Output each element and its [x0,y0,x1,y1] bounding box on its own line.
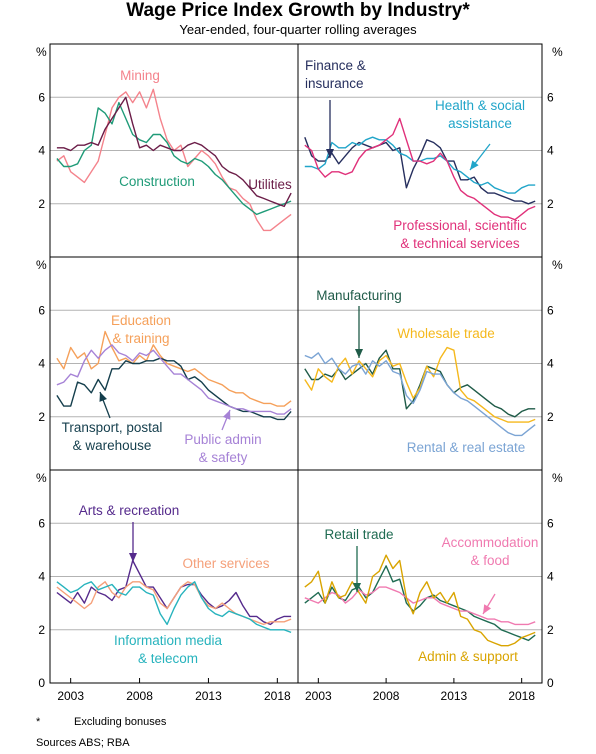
series-line [56,101,292,216]
annotation-arrowhead [99,392,107,402]
y-tick-label: 4 [547,144,554,158]
series-annotation: Retail trade [324,527,393,542]
annotation-arrowhead [470,160,479,170]
series-annotation: Professional, scientific [393,218,527,233]
y-tick-label: 6 [38,90,45,104]
annotation-arrowhead [129,553,137,562]
y-tick-label: 2 [38,197,45,211]
y-tick-label: 4 [547,357,554,371]
series-line [304,136,536,194]
chart-title: Wage Price Index Growth by Industry* [126,0,470,21]
annotation-arrowhead [326,149,334,158]
y-tick-label: 6 [547,303,554,317]
series-annotation: & training [112,331,169,346]
series-line [304,586,536,626]
series-annotation: insurance [305,76,364,91]
series-annotation: & technical services [400,236,520,251]
y-unit-label: % [552,258,563,272]
y-tick-label: 6 [38,516,45,530]
series-annotation: Public admin [184,432,261,447]
series-line [56,344,292,415]
annotation-arrowhead [483,604,492,614]
series-annotation: Health & social [435,98,525,113]
series-annotation: & food [470,553,509,568]
series-annotation: Arts & recreation [79,503,180,518]
series-annotation: Construction [119,174,195,189]
y-tick-label: 0 [547,676,554,690]
x-tick-label: 2003 [57,689,84,703]
series-line [56,88,292,232]
y-tick-label: 2 [547,197,554,211]
series-line [304,349,536,418]
y-tick-label: 2 [38,623,45,637]
series-annotation: Information media [114,633,223,648]
y-tick-label: 0 [38,676,45,690]
series-annotation: Utilities [248,177,292,192]
series-annotation: Finance & [305,58,366,73]
footnote: * Excluding bonuses [36,716,166,728]
y-tick-label: 6 [547,516,554,530]
y-tick-label: 2 [547,410,554,424]
x-tick-label: 2013 [195,689,222,703]
y-tick-label: 2 [547,623,554,637]
y-unit-label: % [552,471,563,485]
series-line [304,352,536,437]
y-tick-label: 6 [38,303,45,317]
series-line [304,136,536,205]
series-line [56,357,292,421]
y-unit-label: % [36,471,47,485]
x-tick-label: 2008 [126,689,153,703]
x-tick-label: 2003 [305,689,332,703]
y-unit-label: % [552,45,563,59]
y-tick-label: 2 [38,410,45,424]
series-line [56,330,292,407]
sources-note: Sources ABS; RBA [36,737,130,749]
series-line [304,117,536,221]
series-annotation: assistance [448,116,512,131]
series-annotation: Manufacturing [316,288,402,303]
series-annotation: Rental & real estate [407,440,526,455]
series-annotation: Mining [120,68,160,83]
series-line [304,565,536,642]
annotation-arrowhead [222,410,231,420]
y-tick-label: 4 [547,570,554,584]
y-tick-label: 4 [38,357,45,371]
x-tick-label: 2013 [441,689,468,703]
series-line [304,346,536,423]
x-tick-label: 2008 [373,689,400,703]
series-line [56,581,292,634]
series-annotation: Other services [182,556,269,571]
series-annotation: & safety [199,450,248,465]
annotation-arrowhead [353,583,361,592]
x-tick-label: 2018 [264,689,291,703]
series-line [304,554,536,647]
y-tick-label: 4 [38,570,45,584]
footnote-text: Excluding bonuses [74,716,167,728]
series-annotation: Transport, postal [62,420,163,435]
annotation-arrowhead [355,349,363,358]
y-unit-label: % [36,45,47,59]
series-annotation: Admin & support [418,649,518,664]
footnote-marker: * [36,716,41,728]
plot-frame [49,43,543,684]
series-annotation: Wholesale trade [397,326,495,341]
y-tick-label: 4 [38,144,45,158]
series-annotation: Accommodation [442,535,539,550]
series-annotation: & telecom [138,651,198,666]
series-annotation: Education [111,313,171,328]
series-annotation: & warehouse [73,438,152,453]
y-unit-label: % [36,258,47,272]
chart-subtitle: Year-ended, four-quarter rolling average… [179,22,417,37]
y-tick-label: 6 [547,90,554,104]
series-line [56,96,292,208]
x-tick-label: 2018 [508,689,535,703]
